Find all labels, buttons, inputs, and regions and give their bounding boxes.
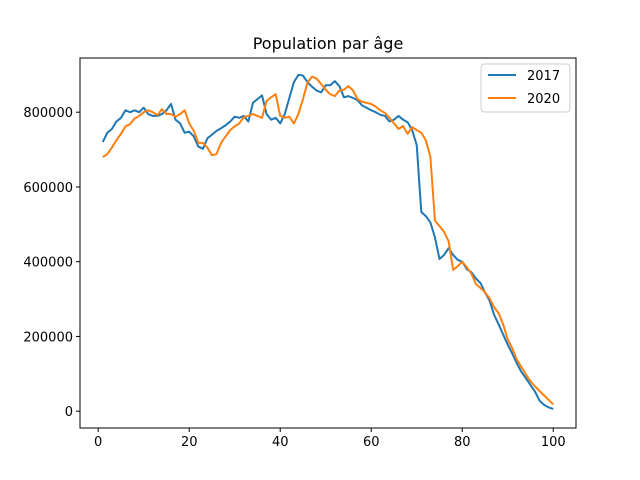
x-tick-label: 20 [181, 435, 198, 450]
y-tick-label: 400000 [23, 256, 73, 271]
y-tick-label: 600000 [23, 181, 73, 196]
x-tick-label: 0 [94, 435, 102, 450]
chart-title: Population par âge [253, 34, 404, 53]
legend-label-2020: 2020 [527, 92, 560, 107]
x-tick-label: 100 [541, 435, 566, 450]
plot-frame [79, 57, 577, 429]
y-tick-label: 0 [65, 405, 73, 420]
series-line-2017 [101, 73, 554, 410]
x-tick-label: 60 [363, 435, 380, 450]
series-layer [101, 73, 554, 410]
x-tick-label: 40 [272, 435, 289, 450]
y-axis: 0 200000 400000 600000 800000 [23, 106, 80, 420]
y-tick-label: 200000 [23, 330, 73, 345]
x-axis: 0 20 40 60 80 100 [94, 428, 566, 450]
legend: 2017 2020 [480, 63, 571, 113]
y-tick-label: 800000 [23, 106, 73, 121]
series-line-2020 [102, 75, 554, 406]
legend-label-2017: 2017 [527, 69, 560, 84]
x-tick-label: 80 [454, 435, 471, 450]
